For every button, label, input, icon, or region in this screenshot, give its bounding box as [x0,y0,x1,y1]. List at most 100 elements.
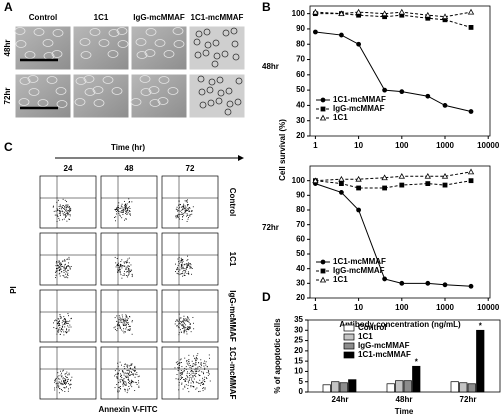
event-dot [178,389,180,391]
event-dot [116,320,118,322]
event-dot [128,201,130,203]
cell [212,39,220,47]
event-dot [127,322,129,324]
event-dot [57,199,59,201]
event-dot [69,214,71,215]
event-dot [117,210,119,211]
event-dot [179,218,181,220]
event-dot [125,324,127,326]
event-dot [58,378,59,380]
event-dot [188,354,190,356]
event-dot [59,314,61,315]
event-dot [188,207,190,209]
event-dot [130,379,132,381]
event-dot [118,382,120,384]
event-dot [175,378,177,380]
event-dot [125,316,127,318]
event-dot [187,201,188,203]
event-dot [182,212,184,214]
cell [33,28,45,36]
event-dot [187,380,189,382]
bar [395,380,404,393]
event-dot [117,269,119,271]
event-dot [129,325,131,327]
cell [206,86,214,94]
event-dot [188,326,190,328]
event-dot [133,370,135,372]
event-dot [67,212,69,214]
marker [398,8,405,15]
event-dot [183,208,185,210]
event-dot [194,357,195,359]
event-dot [176,266,178,268]
event-dot [124,200,125,202]
event-dot [64,326,66,328]
event-dot [67,272,69,274]
cell [173,40,185,48]
event-dot [59,382,61,384]
event-dot [131,273,133,275]
event-dot [127,271,129,273]
event-dot [125,275,127,276]
event-dot [180,329,181,331]
event-dot [175,208,177,210]
y-tick-label: 10 [294,367,303,376]
event-dot [129,208,131,209]
y-tick-label: 30 [294,325,303,334]
event-dot [190,331,192,333]
event-dot [64,387,66,389]
cell [140,88,152,96]
event-dot [56,209,58,211]
event-dot [117,378,119,380]
event-dot [177,320,179,322]
event-dot [67,258,69,260]
event-dot [120,320,122,322]
event-dot [181,366,183,368]
event-dot [119,207,121,209]
event-dot [117,321,119,323]
event-dot [129,374,131,376]
cell [221,50,229,58]
event-dot [119,327,121,329]
event-dot [123,324,125,326]
event-dot [59,323,60,325]
event-dot [181,266,183,268]
event-dot [62,370,64,372]
event-dot [181,258,183,260]
event-dot [191,268,193,269]
event-dot [57,331,59,333]
event-dot [198,391,200,393]
event-dot [64,214,66,216]
event-dot [65,207,67,209]
event-dot [70,208,72,210]
event-dot [128,378,130,380]
bar [348,379,357,393]
event-dot [61,219,63,221]
legend-label: 1C1-mcMMAF [333,95,386,104]
event-dot [135,382,137,384]
event-dot [183,206,185,208]
event-dot [122,370,124,372]
event-dot [116,208,118,210]
flow-plot [39,289,97,343]
event-dot [71,376,73,378]
column-label: IgG-mcMMAF [133,13,185,22]
marker [356,185,362,191]
event-dot [129,316,131,318]
event-dot [188,207,190,208]
event-dot [189,327,191,329]
event-dot [191,213,193,215]
event-dot [120,264,122,266]
event-dot [59,266,61,268]
event-dot [136,374,138,376]
event-dot [129,214,131,216]
event-dot [192,322,194,324]
event-dot [121,210,122,212]
event-dot [182,371,184,373]
event-dot [186,209,188,211]
event-dot [190,367,192,369]
event-dot [70,266,72,267]
event-dot [182,388,184,390]
cell [215,97,223,105]
event-dot [64,209,66,210]
